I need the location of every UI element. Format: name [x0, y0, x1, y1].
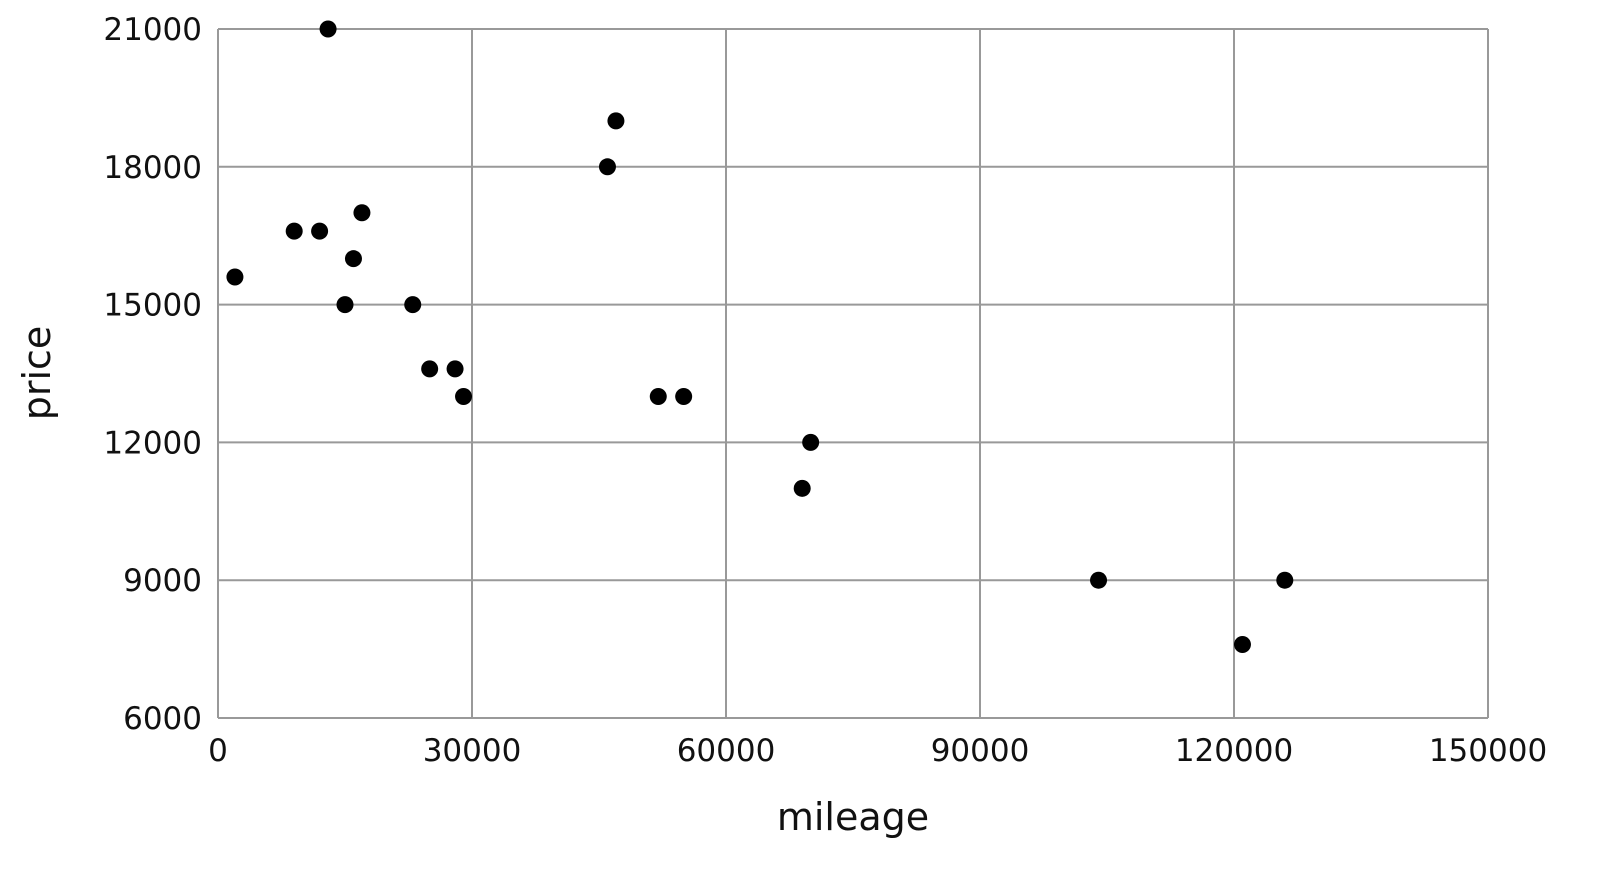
data-point	[802, 433, 820, 451]
y-tick-label: 18000	[103, 150, 202, 186]
data-point	[793, 479, 811, 497]
data-point	[336, 296, 354, 314]
x-tick-label: 30000	[423, 733, 522, 769]
y-tick-label: 15000	[103, 288, 202, 324]
y-tick-label: 6000	[123, 701, 202, 737]
x-tick-label: 0	[208, 733, 228, 769]
data-point	[1276, 571, 1294, 589]
x-tick-label: 90000	[931, 733, 1030, 769]
data-point	[311, 222, 329, 240]
data-point	[404, 296, 422, 314]
y-tick-label: 12000	[103, 425, 202, 461]
x-tick-label: 120000	[1175, 733, 1293, 769]
data-point	[598, 158, 616, 176]
data-point	[446, 360, 464, 378]
data-point	[353, 204, 371, 222]
grid	[217, 28, 1489, 719]
y-tick-label: 21000	[103, 12, 202, 48]
data-point	[675, 387, 693, 405]
data-point	[319, 20, 337, 38]
data-point	[455, 387, 473, 405]
tick-labels: 0 30000 60000 90000 120000 150000 6000 9000 1200…	[103, 12, 1547, 769]
data-point	[344, 250, 362, 268]
data-point	[226, 268, 244, 286]
x-axis-label: mileage	[777, 795, 929, 839]
x-tick-label: 150000	[1429, 733, 1547, 769]
y-tick-label: 9000	[123, 563, 202, 599]
x-tick-label: 60000	[677, 733, 776, 769]
data-point	[649, 387, 667, 405]
data-point	[285, 222, 303, 240]
data-point	[1090, 571, 1108, 589]
y-axis-label: price	[15, 326, 59, 421]
data-point	[1233, 636, 1251, 654]
data-point	[421, 360, 439, 378]
data-point	[607, 112, 625, 130]
data-points	[226, 20, 1294, 654]
